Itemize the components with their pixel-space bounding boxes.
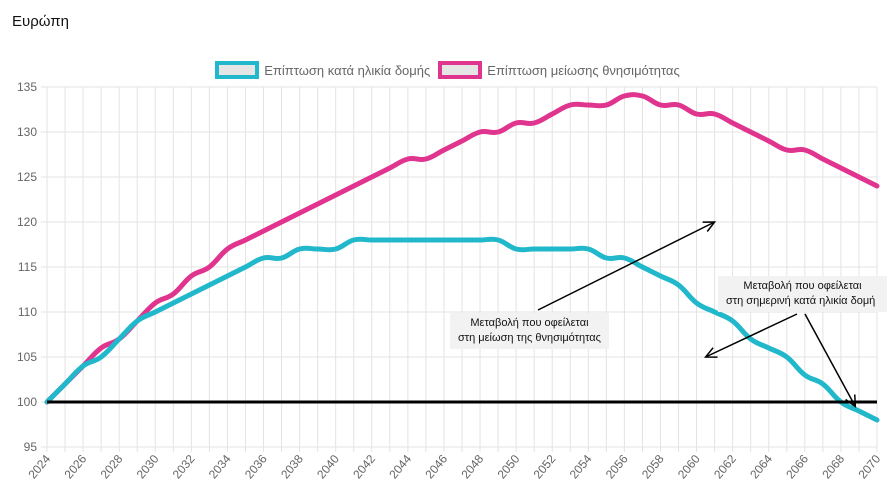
y-tick-label: 105: [17, 350, 37, 364]
series-group: [44, 92, 880, 423]
x-tick-label: 2036: [242, 452, 270, 482]
y-tick-label: 130: [17, 125, 37, 139]
x-tick-label: 2034: [206, 452, 234, 482]
x-tick-label: 2044: [386, 452, 414, 482]
x-tick-label: 2062: [711, 452, 739, 482]
annotation-arrow-age-down-head: [845, 394, 857, 409]
x-tick-label: 2060: [675, 452, 703, 482]
x-tick-label: 2030: [134, 452, 162, 482]
y-tick-label: 100: [17, 395, 37, 409]
annotation-arrow-age-left-head: [704, 347, 718, 358]
x-tick-label: 2050: [495, 452, 523, 482]
annotation-mortality-line1: Μεταβολή που οφείλεται: [470, 317, 589, 329]
legend-swatch-age-structure: [215, 61, 260, 79]
x-tick-label: 2054: [567, 452, 595, 482]
x-tick-label: 2024: [25, 452, 53, 482]
x-tick-label: 2046: [422, 452, 450, 482]
annotation-mortality: Μεταβολή που οφείλεται στη μείωση της θν…: [450, 313, 609, 349]
x-tick-label: 2032: [170, 452, 198, 482]
x-axis: 2024 2026 2028 2030 2032 2034 2036 2038 2040 2042…: [25, 452, 883, 482]
y-tick-label: 125: [17, 170, 37, 184]
y-axis: 95 100 105 110 115 120 125 130 135: [17, 80, 37, 454]
annotation-arrow-mortality-up-head: [702, 221, 717, 232]
annotation-age-structure-line2: στη σημερινή κατά ηλικία δομή: [726, 295, 876, 307]
x-tick-label: 2068: [819, 452, 847, 482]
legend-item-mortality[interactable]: Επίπτωση μείωσης θνησιμότητας: [438, 61, 680, 79]
x-tick-label: 2056: [603, 452, 631, 482]
x-tick-label: 2040: [314, 452, 342, 482]
x-tick-label: 2028: [98, 452, 126, 482]
x-tick-label: 2048: [458, 452, 486, 482]
annotation-arrow-age-left: [705, 313, 798, 358]
grid: [41, 86, 878, 452]
x-tick-label: 2052: [531, 452, 559, 482]
x-tick-label: 2058: [639, 452, 667, 482]
x-tick-label: 2066: [783, 452, 811, 482]
y-tick-label: 115: [18, 260, 37, 274]
legend-swatch-mortality: [438, 61, 483, 79]
y-tick-label: 95: [24, 440, 38, 454]
y-tick-label: 110: [18, 305, 37, 319]
x-tick-label: 2070: [855, 452, 883, 482]
annotation-age-structure: Μεταβολή που οφείλεται στη σημερινή κατά…: [718, 276, 887, 312]
x-tick-label: 2038: [278, 452, 306, 482]
annotation-mortality-line2: στη μείωση της θνησιμότητας: [458, 332, 601, 344]
legend-label-mortality: Επίπτωση μείωσης θνησιμότητας: [487, 62, 680, 78]
annotation-arrow-mortality-up: [537, 221, 715, 311]
series-line-age-structure: [44, 236, 880, 423]
chart-title: Ευρώπη: [12, 13, 69, 30]
legend-item-age-structure[interactable]: Επίπτωση κατά ηλικία δομής: [215, 61, 430, 79]
y-tick-label: 135: [17, 80, 37, 94]
x-tick-label: 2064: [747, 452, 775, 482]
legend-label-age-structure: Επίπτωση κατά ηλικία δομής: [264, 62, 431, 78]
x-tick-label: 2026: [61, 452, 89, 482]
annotation-arrow-age-down: [804, 313, 857, 407]
series-line-mortality: [44, 92, 880, 405]
chart-legend: Επίπτωση κατά ηλικία δομής Επίπτωση μείω…: [0, 61, 895, 79]
x-tick-label: 2042: [350, 452, 378, 482]
y-tick-label: 120: [17, 215, 37, 229]
annotation-arrows: [537, 221, 857, 409]
annotation-age-structure-line1: Μεταβολή που οφείλεται: [743, 280, 862, 292]
